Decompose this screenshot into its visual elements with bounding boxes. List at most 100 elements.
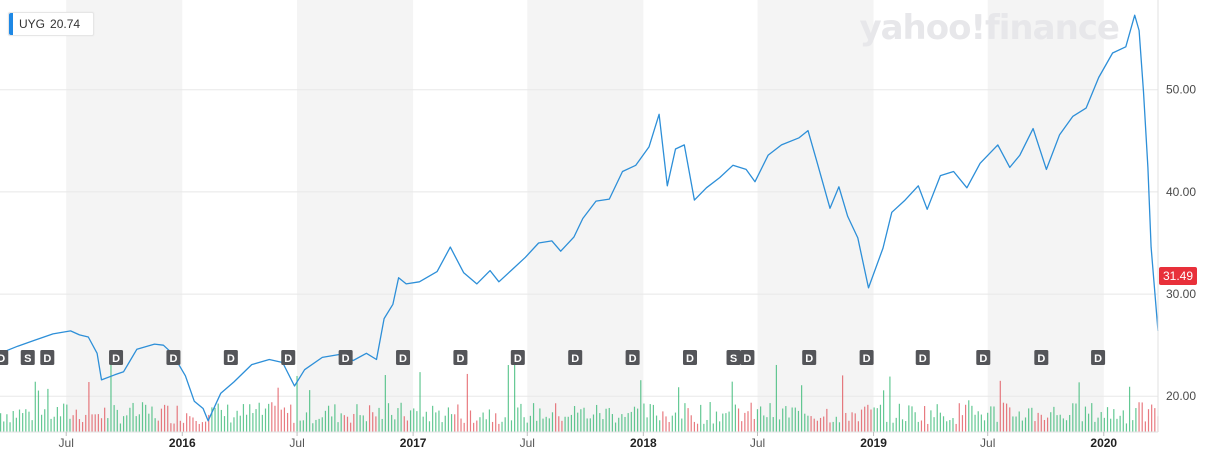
- volume-bar: [1072, 403, 1074, 432]
- event-marker-dividend[interactable]: D: [1091, 350, 1106, 365]
- event-marker-dividend[interactable]: D: [740, 350, 755, 365]
- volume-bar: [353, 413, 355, 432]
- event-marker-dividend[interactable]: D: [109, 350, 124, 365]
- series-legend[interactable]: UYG 20.74: [8, 12, 95, 36]
- event-marker-split[interactable]: S: [726, 350, 741, 365]
- event-marker-box: [568, 350, 583, 365]
- event-marker-dividend[interactable]: D: [683, 350, 698, 365]
- volume-bar: [485, 419, 487, 432]
- volume-bar: [148, 413, 150, 432]
- volume-bar: [160, 408, 163, 432]
- event-marker-dividend[interactable]: D: [802, 350, 817, 365]
- x-tick-label: Jul: [520, 436, 535, 450]
- event-marker-dividend[interactable]: D: [338, 350, 353, 365]
- event-marker-label: D: [979, 353, 987, 365]
- event-marker-dividend[interactable]: D: [1034, 350, 1049, 365]
- volume-bar: [208, 414, 210, 432]
- volume-bar: [214, 407, 216, 432]
- volume-bar: [643, 403, 645, 432]
- volume-bar: [542, 418, 544, 432]
- event-marker-dividend[interactable]: D: [396, 350, 411, 365]
- last-price-box: [1159, 267, 1197, 285]
- volume-bar: [195, 420, 197, 432]
- volume-bar: [359, 415, 361, 432]
- volume-bar: [725, 413, 727, 432]
- volume-bar: [286, 412, 289, 432]
- event-marker-dividend[interactable]: D: [976, 350, 991, 365]
- event-marker-dividend[interactable]: D: [166, 350, 181, 365]
- volume-bar: [637, 408, 639, 432]
- volume-bar: [280, 409, 282, 432]
- volume-bar: [700, 404, 702, 432]
- volume-bar: [372, 412, 374, 432]
- volume-bar: [271, 402, 273, 432]
- volume-bar: [334, 404, 336, 432]
- volume-bar: [141, 402, 144, 432]
- volume-bar: [491, 421, 494, 432]
- volume-bar: [176, 405, 178, 432]
- event-marker-dividend[interactable]: D: [510, 350, 525, 365]
- volume-bar: [608, 407, 610, 432]
- volume-bar: [116, 409, 118, 432]
- volume-bar: [974, 414, 976, 432]
- event-marker-dividend[interactable]: D: [40, 350, 55, 365]
- event-marker-dividend[interactable]: D: [453, 350, 468, 365]
- volume-bar: [816, 420, 818, 432]
- volume-bar: [479, 417, 481, 432]
- volume-bar: [693, 421, 695, 432]
- volume-bar: [1040, 414, 1042, 432]
- event-marker-dividend[interactable]: D: [625, 350, 640, 365]
- volume-bar: [709, 402, 711, 432]
- volume-bar: [230, 422, 232, 432]
- event-marker-label: D: [169, 353, 177, 365]
- event-marker-dividend[interactable]: D: [859, 350, 874, 365]
- volume-bar: [1028, 408, 1030, 432]
- price-line-group: [0, 14, 1159, 422]
- volume-bar: [807, 415, 809, 432]
- volume-bar: [589, 418, 591, 432]
- volume-bar: [1103, 417, 1105, 432]
- volume-bar: [668, 421, 670, 432]
- event-marker-dividend[interactable]: D: [915, 350, 930, 365]
- event-marker-dividend[interactable]: D: [0, 350, 9, 365]
- volume-bar: [252, 413, 254, 432]
- volume-bar: [305, 412, 308, 432]
- volume-bar: [1154, 408, 1156, 432]
- y-tick-label: 40.00: [1166, 185, 1196, 199]
- volume-bar: [772, 417, 774, 432]
- volume-bar: [75, 409, 77, 432]
- event-marker-split[interactable]: S: [20, 350, 35, 365]
- volume-bar: [375, 416, 377, 432]
- volume-bar: [94, 414, 96, 432]
- volume-bar: [346, 416, 349, 432]
- volume-bar: [980, 414, 982, 432]
- volume-bar: [107, 418, 109, 432]
- last-price-badge: 31.49: [1159, 267, 1197, 285]
- volume-bar: [34, 381, 36, 432]
- volume-bar: [296, 375, 298, 432]
- volume-bar: [406, 420, 409, 432]
- volume-bar: [132, 402, 134, 432]
- event-marker-box: [1034, 350, 1049, 365]
- volume-bar: [47, 388, 49, 432]
- event-marker-dividend[interactable]: D: [568, 350, 583, 365]
- volume-bar: [715, 411, 718, 432]
- volume-bar: [737, 408, 740, 432]
- volume-bar: [53, 416, 55, 432]
- event-marker-dividend[interactable]: D: [281, 350, 296, 365]
- volume-bar: [791, 407, 793, 432]
- volume-bar: [977, 411, 979, 432]
- volume-bar: [630, 411, 632, 432]
- volume-bar: [343, 415, 345, 432]
- volume-bar: [450, 414, 453, 432]
- volume-bar: [9, 422, 11, 432]
- volume-bar: [1094, 421, 1096, 432]
- volume-bar: [649, 404, 651, 432]
- event-marker-dividend[interactable]: D: [223, 350, 238, 365]
- time-band: [66, 0, 183, 432]
- volume-bar: [217, 403, 219, 432]
- volume-bar: [684, 403, 686, 432]
- volume-bar: [993, 406, 995, 432]
